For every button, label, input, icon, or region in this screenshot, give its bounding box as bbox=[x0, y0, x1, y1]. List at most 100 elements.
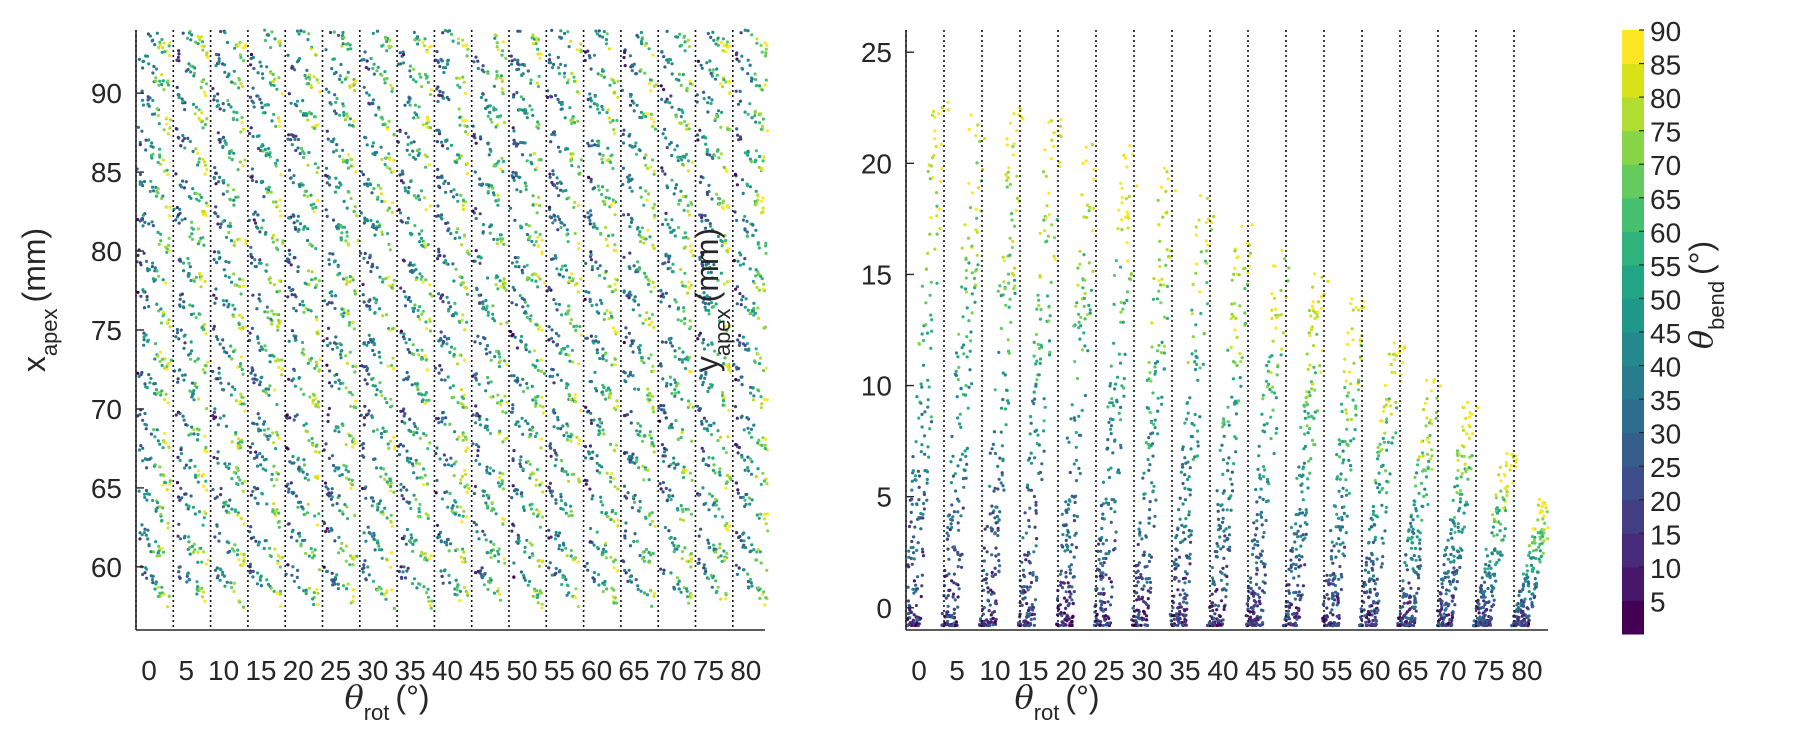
left-data-point bbox=[156, 187, 160, 191]
left-data-point bbox=[264, 348, 268, 352]
left-data-point bbox=[570, 348, 575, 352]
left-data-point bbox=[579, 277, 583, 281]
left-data-point bbox=[232, 243, 236, 247]
left-data-point bbox=[361, 486, 365, 491]
left-data-point bbox=[676, 155, 680, 159]
left-data-point bbox=[633, 295, 637, 299]
left-data-point bbox=[437, 184, 441, 188]
left-data-point bbox=[663, 525, 668, 530]
left-data-point bbox=[572, 120, 577, 125]
left-data-point bbox=[622, 255, 626, 259]
left-data-point bbox=[670, 72, 674, 76]
left-data-point bbox=[422, 483, 426, 487]
left-data-point bbox=[197, 227, 201, 231]
left-data-point bbox=[684, 194, 688, 198]
left-data-point bbox=[551, 172, 556, 176]
left-data-point bbox=[166, 605, 170, 609]
left-data-point bbox=[405, 456, 410, 460]
left-data-point bbox=[605, 188, 609, 192]
left-data-point bbox=[314, 444, 318, 448]
left-data-point bbox=[585, 336, 589, 340]
left-data-point bbox=[175, 85, 179, 89]
left-data-point bbox=[554, 566, 558, 571]
left-data-point bbox=[729, 477, 733, 481]
left-data-point bbox=[613, 329, 617, 334]
left-data-point bbox=[225, 465, 229, 469]
left-data-point bbox=[147, 304, 151, 309]
left-data-point bbox=[353, 438, 357, 442]
left-data-point bbox=[643, 515, 648, 519]
left-data-point bbox=[200, 44, 204, 48]
left-data-point bbox=[515, 260, 519, 264]
left-data-point bbox=[604, 556, 608, 560]
left-data-point bbox=[201, 157, 205, 161]
left-data-point bbox=[229, 105, 233, 109]
left-data-point bbox=[256, 226, 260, 230]
left-data-point bbox=[531, 203, 535, 207]
left-data-point bbox=[256, 94, 260, 98]
left-data-point bbox=[160, 518, 164, 523]
left-data-point bbox=[462, 80, 466, 84]
left-data-point bbox=[256, 412, 260, 416]
left-data-point bbox=[252, 485, 256, 489]
left-data-point bbox=[673, 466, 677, 470]
left-data-point bbox=[373, 342, 377, 346]
left-data-point bbox=[702, 347, 707, 351]
left-data-point bbox=[686, 237, 690, 241]
left-data-point bbox=[499, 239, 503, 244]
left-data-point bbox=[598, 298, 603, 302]
left-data-point bbox=[389, 484, 393, 489]
left-data-point bbox=[388, 439, 393, 443]
left-data-point bbox=[669, 382, 673, 387]
left-data-point bbox=[346, 42, 350, 46]
left-data-point bbox=[187, 195, 191, 199]
left-data-point bbox=[455, 437, 459, 441]
left-data-point bbox=[659, 300, 663, 304]
left-data-point bbox=[145, 498, 149, 502]
left-data-point bbox=[607, 196, 611, 200]
left-data-point bbox=[294, 148, 298, 153]
left-data-point bbox=[270, 478, 274, 482]
left-data-point bbox=[441, 417, 445, 421]
left-data-point bbox=[274, 509, 278, 513]
left-data-point bbox=[721, 403, 725, 407]
left-data-point bbox=[231, 303, 235, 307]
left-data-point bbox=[168, 479, 172, 483]
left-data-point bbox=[217, 61, 221, 65]
left-data-point bbox=[182, 269, 186, 273]
left-data-point bbox=[482, 70, 486, 74]
left-data-point bbox=[306, 118, 310, 122]
left-data-point bbox=[493, 355, 497, 359]
left-data-point bbox=[338, 381, 343, 386]
left-data-point bbox=[600, 301, 604, 305]
left-data-point bbox=[568, 359, 572, 363]
left-data-point bbox=[238, 285, 242, 289]
left-data-point bbox=[304, 422, 308, 426]
left-data-point bbox=[420, 393, 424, 397]
left-data-point bbox=[497, 592, 502, 597]
left-data-point bbox=[250, 178, 255, 183]
left-data-point bbox=[331, 583, 335, 587]
left-data-point bbox=[364, 136, 368, 140]
left-data-point bbox=[314, 397, 318, 401]
left-data-point bbox=[601, 153, 605, 157]
left-data-point bbox=[559, 506, 563, 511]
left-data-point bbox=[375, 220, 379, 224]
left-data-point bbox=[180, 292, 184, 296]
left-data-point bbox=[551, 221, 555, 225]
left-data-point bbox=[649, 290, 653, 294]
left-data-point bbox=[678, 32, 682, 36]
left-data-point bbox=[316, 198, 320, 203]
left-data-point bbox=[663, 411, 667, 415]
left-data-point bbox=[650, 604, 654, 608]
left-data-point bbox=[194, 105, 198, 109]
left-data-point bbox=[242, 59, 246, 63]
left-data-point bbox=[232, 188, 236, 192]
left-data-point bbox=[136, 125, 140, 129]
left-data-point bbox=[322, 565, 326, 569]
left-data-point bbox=[218, 376, 222, 380]
left-data-point bbox=[263, 344, 267, 348]
left-data-point bbox=[724, 486, 728, 490]
left-data-point bbox=[639, 30, 644, 35]
left-data-point bbox=[495, 41, 499, 45]
